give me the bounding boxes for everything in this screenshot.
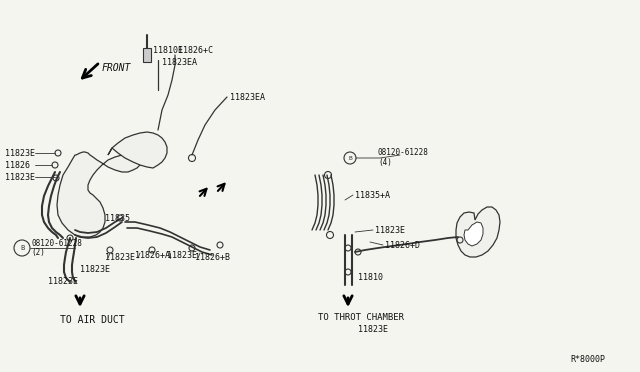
Polygon shape bbox=[464, 222, 483, 246]
Text: 11823E: 11823E bbox=[48, 278, 78, 286]
Text: 11823EA: 11823EA bbox=[162, 58, 197, 67]
Text: 11826: 11826 bbox=[5, 160, 30, 170]
Text: 11826+C: 11826+C bbox=[178, 45, 213, 55]
Text: 11810: 11810 bbox=[358, 273, 383, 282]
Text: (4): (4) bbox=[378, 157, 392, 167]
Text: 11823E: 11823E bbox=[80, 266, 110, 275]
Text: TO THROT CHAMBER: TO THROT CHAMBER bbox=[318, 314, 404, 323]
Text: 11826+A: 11826+A bbox=[135, 250, 170, 260]
Text: 11823E: 11823E bbox=[358, 326, 388, 334]
Text: TO AIR DUCT: TO AIR DUCT bbox=[60, 315, 125, 325]
Text: 11823E: 11823E bbox=[5, 173, 35, 182]
Text: 11823E: 11823E bbox=[105, 253, 135, 263]
Text: 08120-61228: 08120-61228 bbox=[378, 148, 429, 157]
Text: 11823E: 11823E bbox=[5, 148, 35, 157]
Text: 08120-61228: 08120-61228 bbox=[31, 238, 82, 247]
Text: 11823EA: 11823EA bbox=[230, 93, 265, 102]
Text: (2): (2) bbox=[31, 247, 45, 257]
Text: 11823E: 11823E bbox=[375, 225, 405, 234]
Text: 11835: 11835 bbox=[105, 214, 130, 222]
Polygon shape bbox=[57, 152, 143, 237]
Text: 11823E: 11823E bbox=[167, 250, 197, 260]
Text: B: B bbox=[348, 155, 352, 160]
Polygon shape bbox=[456, 207, 500, 257]
Text: 11835+A: 11835+A bbox=[355, 190, 390, 199]
Text: FRONT: FRONT bbox=[102, 63, 131, 73]
Text: B: B bbox=[20, 245, 24, 251]
Text: 11826+B: 11826+B bbox=[195, 253, 230, 263]
Text: R*8000P: R*8000P bbox=[570, 356, 605, 365]
Polygon shape bbox=[108, 132, 167, 168]
Text: 11826+D: 11826+D bbox=[385, 241, 420, 250]
Bar bbox=[143, 48, 151, 62]
Text: 11810E: 11810E bbox=[153, 45, 183, 55]
